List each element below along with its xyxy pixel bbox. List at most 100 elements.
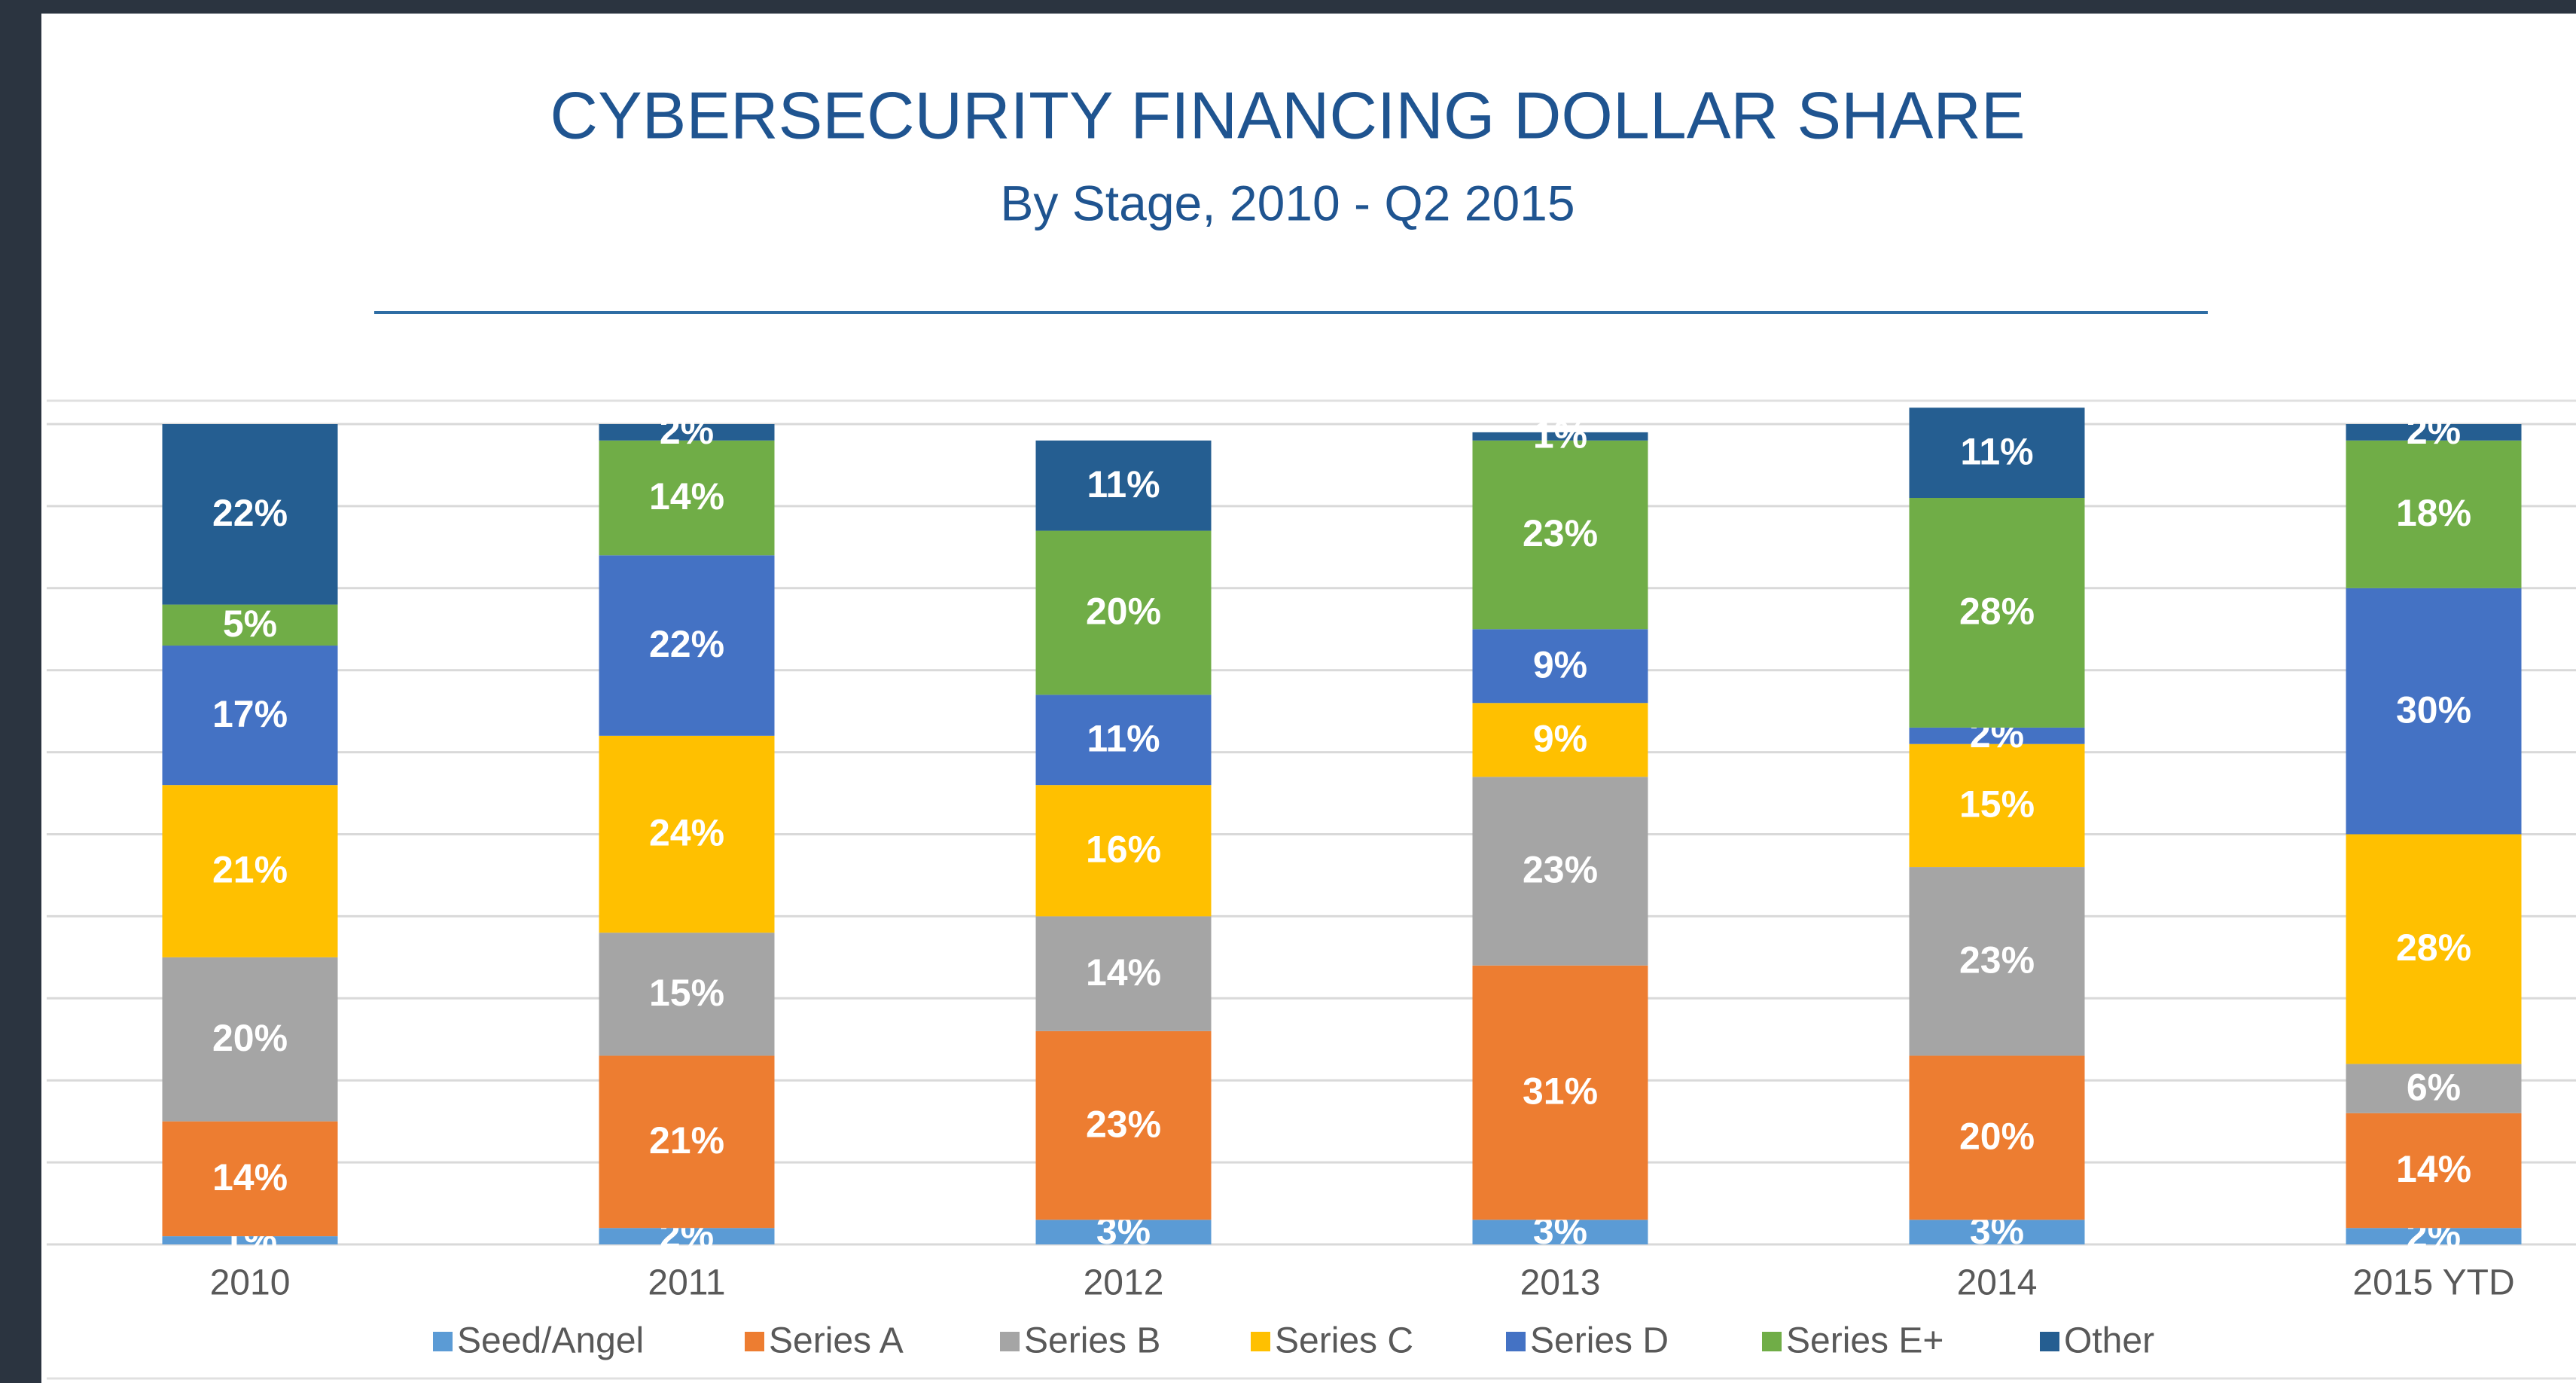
bar-segment [1472,440,1648,630]
bar-segment [599,735,775,933]
bar-segment [1909,727,2085,744]
bar-segment [1035,695,1212,786]
bar-segment [1909,408,2085,499]
value-label: 5% [223,603,277,645]
bar-segment [1035,530,1212,695]
value-label: 1% [1533,414,1587,456]
value-label: 24% [649,812,724,854]
value-label: 16% [1086,828,1161,870]
bar-segment [1035,440,1212,531]
legend-swatch [433,1332,453,1351]
legend-label: Other [2064,1321,2154,1361]
bar-segment [162,646,338,786]
bar-segment [1472,965,1648,1220]
value-label: 22% [649,623,724,665]
bar-segment [162,424,338,605]
bar-segment [162,1121,338,1237]
bar-segment [2346,588,2522,835]
bar-segment [2346,1228,2522,1244]
legend-swatch [2040,1332,2059,1351]
bar-segment [599,424,775,441]
value-label: 28% [2396,927,2471,969]
bar-segment [1035,1220,1212,1244]
value-label: 17% [212,693,288,735]
value-label: 11% [1960,430,2033,472]
bar-segment [599,440,775,556]
value-label: 31% [1523,1070,1598,1113]
bar-segment [2346,440,2522,588]
value-label: 23% [1086,1103,1161,1145]
x-tick-label: 2012 [1084,1263,1164,1303]
bar-segment [2346,834,2522,1064]
bar-segment [1035,916,1212,1031]
bar-segment [162,604,338,646]
value-label: 20% [212,1017,288,1059]
legend-label: Seed/Angel [457,1321,644,1361]
bar-segment [1472,432,1648,441]
chart-subtitle: By Stage, 2010 - Q2 2015 [1000,175,1575,230]
bar-segment [599,933,775,1056]
x-tick-label: 2010 [210,1263,291,1303]
bar-segment [1472,1220,1648,1244]
legend-swatch [1251,1332,1270,1351]
bar-segment [162,785,338,957]
card [41,14,2576,1383]
legend-label: Series C [1275,1321,1413,1361]
bar-segment [1472,703,1648,777]
value-label: 15% [1959,783,2035,826]
bar-segment [2346,1064,2522,1113]
value-label: 11% [1087,463,1160,505]
value-label: 28% [1959,591,2035,633]
x-tick-label: 2015 YTD [2352,1263,2514,1303]
x-tick-label: 2013 [1520,1263,1601,1303]
value-label: 14% [649,475,724,517]
legend-swatch [1762,1332,1782,1351]
x-tick-label: 2014 [1957,1263,2038,1303]
value-label: 9% [1533,717,1587,759]
bar-segment [162,957,338,1122]
bar-segment [1909,1055,2085,1220]
legend-label: Series E+ [1786,1321,1943,1361]
bar-segment [2346,1113,2522,1229]
value-label: 23% [1523,849,1598,891]
x-tick-label: 2011 [648,1263,725,1303]
bar-segment [1035,785,1212,917]
value-label: 30% [2396,688,2471,731]
value-label: 15% [649,972,724,1014]
bar-segment [1909,743,2085,868]
value-label: 14% [212,1156,288,1198]
bar-segment [2346,424,2522,441]
chart-title: CYBERSECURITY FINANCING DOLLAR SHARE [550,78,2025,152]
bar-segment [162,1236,338,1244]
bar-segment [1909,498,2085,728]
legend-label: Series D [1530,1321,1669,1361]
value-label: 9% [1533,643,1587,685]
value-label: 20% [1959,1116,2035,1158]
bar-segment [599,555,775,736]
legend-swatch [745,1332,764,1351]
bar-segment [1909,867,2085,1056]
value-label: 22% [212,492,288,534]
value-label: 21% [212,849,288,891]
bar-segment [1472,777,1648,966]
legend-swatch [1000,1332,1020,1351]
bar-segment [1035,1030,1212,1220]
value-label: 2% [660,410,714,452]
legend-swatch [1506,1332,1526,1351]
value-label: 14% [2396,1148,2471,1190]
value-label: 11% [1087,717,1160,759]
bar-segment [599,1228,775,1244]
bar-segment [599,1055,775,1229]
value-label: 20% [1086,591,1161,633]
value-label: 23% [1959,939,2035,981]
legend-label: Series B [1024,1321,1160,1361]
bar-segment [1472,629,1648,704]
bar-segment [1909,1220,2085,1244]
value-label: 23% [1523,512,1598,554]
value-label: 14% [1086,951,1161,994]
value-label: 21% [649,1119,724,1162]
legend-label: Series A [769,1321,904,1361]
value-label: 6% [2407,1066,2461,1108]
